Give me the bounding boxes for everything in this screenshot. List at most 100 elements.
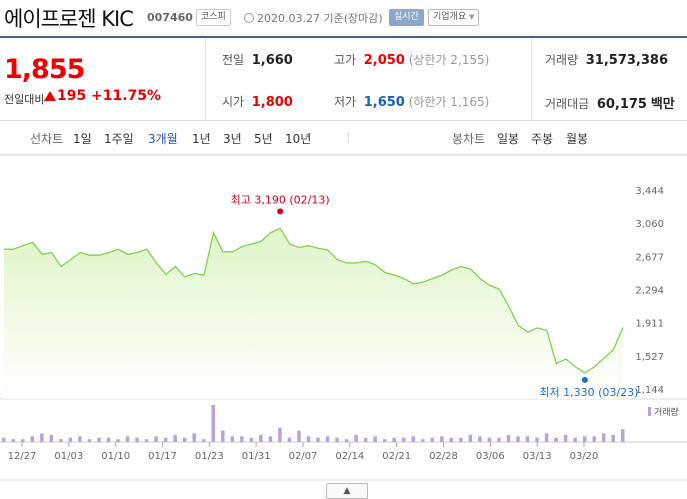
tab-daily-candle[interactable]: 일봉 [497,132,520,146]
prev-close: 전일 1,660 [222,51,293,68]
y-tick-label: 2,294 [635,286,664,297]
tab-1y[interactable]: 1년 [192,132,211,146]
volume-bar [78,436,82,442]
amount-value: 60,175 [596,97,647,112]
volume-bar [554,437,558,442]
open-label: 시가 [222,95,245,109]
x-tick-label: 01/17 [148,451,177,462]
prev-close-label: 전일 [222,53,245,67]
volume-bar [59,439,63,442]
candle-chart-label: 봉차트 [452,132,486,146]
tab-5y[interactable]: 5년 [254,132,273,146]
volume-bar [430,437,435,442]
quote-panel: 1,855 전일대비 195 +11.75% 전일 1,660 시가 1,800… [0,38,687,121]
volume-bar [440,436,444,442]
chevron-down-icon: ▼ [469,13,475,21]
quote-divider [205,38,206,120]
tab-monthly-candle[interactable]: 월봉 [566,132,589,146]
header-divider [0,36,687,38]
low-annotation: 최저 1,330 (03/23) [539,386,638,399]
status-text: 기준(장마감) [323,12,383,25]
volume-bar [611,434,615,442]
volume: 거래량 31,573,386 [545,51,668,68]
x-tick-label: 01/10 [101,451,130,462]
volume-bar [535,437,539,442]
volume-bar [506,434,511,442]
volume-bar [516,436,520,442]
volume-bar [87,439,92,442]
collapse-button[interactable]: ▲ [326,483,368,499]
x-tick-label: 03/20 [570,451,599,462]
volume-value: 31,573,386 [585,53,669,68]
company-name: 에이프로젠 KIC [4,7,134,31]
tab-1w[interactable]: 1주일 [104,132,134,146]
price-line [4,227,624,374]
chart-tabs: 선차트 1일 1주일 3개월 1년 3년 5년 10년 봉차트 일봉 주봉 월봉 [0,121,687,155]
volume-legend-label: 거래량 [654,406,679,418]
y-tick-label: 1,527 [635,352,664,363]
volume-bar [382,439,387,442]
volume-bar [478,436,482,442]
tab-3y[interactable]: 3년 [223,132,242,146]
tab-3m[interactable]: 3개월 [148,132,178,146]
clock-icon [244,13,254,23]
change-percent: +11.75% [91,88,162,104]
tab-separator [348,132,349,143]
volume-bar [106,437,111,442]
volume-bar [182,437,187,442]
x-tick-label: 02/07 [289,451,318,462]
volume-bar [230,436,235,442]
volume-bar [259,434,263,442]
volume-legend-swatch [648,407,651,416]
realtime-button[interactable]: 실시간 [389,9,424,26]
volume-bar [601,433,606,442]
volume-bar [363,437,368,442]
y-tick-label: 3,444 [635,186,664,197]
volume-bar [497,437,501,442]
price-chart: 3,444 3,060 2,677 2,294 1,911 1,527 1,144 최고 3… [0,154,687,499]
volume-bar [392,437,396,442]
high-annotation: 최고 3,190 (02/13) [231,193,330,206]
volume-bar [563,434,568,442]
volume-bar [335,437,339,442]
volume-bar [278,427,282,442]
volume-bar [306,436,311,442]
volume-bar [144,439,149,442]
volume-bar [154,436,158,442]
tab-weekly-candle[interactable]: 주봉 [531,132,554,146]
volume-bar [316,437,320,442]
x-tick-label: 03/13 [523,451,552,462]
x-tick-label: 02/14 [335,451,364,462]
low-value: 1,650 [363,95,405,110]
high-marker [277,208,284,215]
upper-limit: (상한가 2,155) [408,53,490,67]
company-info-button[interactable]: 기업개요 ▼ [428,9,480,26]
price-area-fill [4,228,623,399]
line-chart-label: 선차트 [30,132,64,146]
volume-bar [240,436,244,442]
volume-bar [163,437,168,442]
volume-bar [30,436,35,442]
volume-bar [68,437,73,442]
volume-bar [344,439,349,442]
amount-unit: 백만 [650,97,675,112]
chevron-up-icon: ▲ [343,486,351,496]
volume-bar [2,437,6,442]
timestamp: 2020.03.27 기준(장마감) [244,10,383,26]
volume-bar [468,434,473,442]
volume-bar [192,433,196,442]
volume-bar [116,439,120,442]
volume-bar [173,434,177,442]
volume-bar [573,437,577,442]
y-tick-label: 1,911 [635,319,664,330]
volume-bar [373,436,377,442]
price-chart-svg: 3,444 3,060 2,677 2,294 1,911 1,527 1,144 최고 3… [0,154,687,481]
stock-header: 에이프로젠 KIC 007460 코스피 2020.03.27 기준(장마감) … [0,0,687,36]
volume-label: 거래량 [545,53,579,67]
tab-1d[interactable]: 1일 [73,132,92,146]
volume-bar [544,433,549,442]
x-tick-label: 01/23 [195,451,224,462]
volume-bar [287,437,292,442]
current-price: 1,855 [4,54,85,85]
tab-10y[interactable]: 10년 [285,132,312,146]
